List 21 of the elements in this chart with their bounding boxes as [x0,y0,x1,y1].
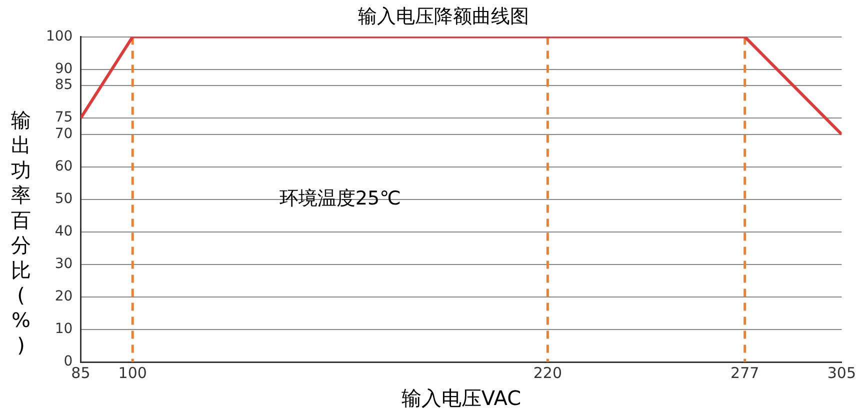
x-axis-title: 输入电压VAC [401,386,522,410]
y-tick-label: 20 [54,288,73,305]
y-tick-label: 90 [54,60,73,77]
y-tick-label: 70 [54,126,73,142]
y-tick-label: 40 [54,224,73,240]
x-tick-label: 305 [827,364,856,382]
y-tick-label: 60 [54,158,73,175]
x-tick-label: 100 [118,364,147,382]
y-tick-label: 75 [54,110,73,126]
y-tick-label: 85 [54,77,73,94]
x-tick-label: 277 [730,364,760,382]
y-tick-label: 30 [54,256,73,272]
x-tick-label: 220 [533,364,562,382]
chart-title: 输入电压降额曲线图 [358,5,529,28]
annotation: 环境温度25℃ [279,187,401,210]
y-tick-label: 50 [54,191,73,208]
y-tick-label: 10 [54,321,73,338]
y-tick-label: 100 [46,28,73,44]
x-tick-label: 85 [71,364,90,382]
y-tick-label: 0 [64,354,73,370]
text: 输出功率百分比(%) [11,108,31,357]
